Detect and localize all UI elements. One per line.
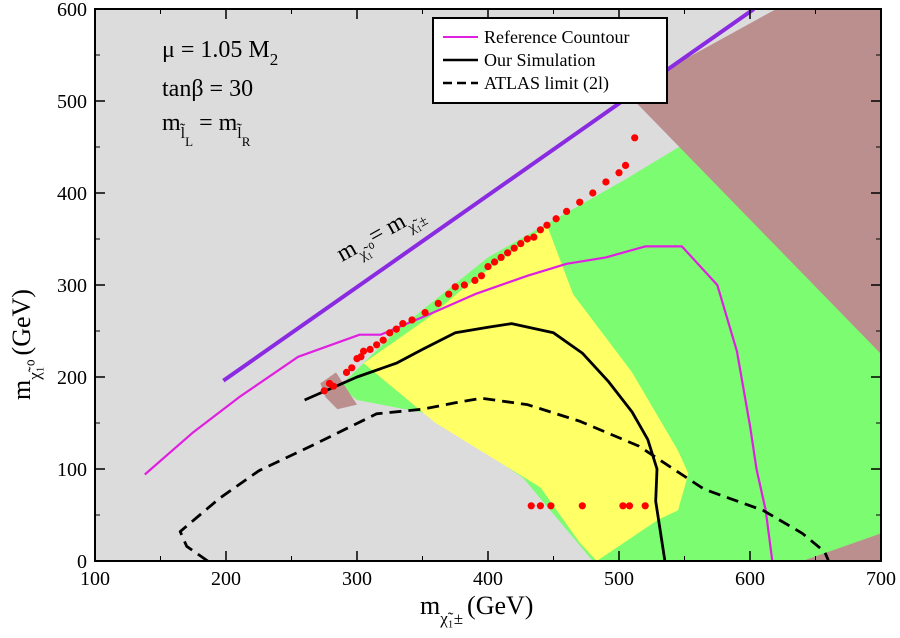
scatter-point	[451, 283, 459, 291]
mu-annotation: μ = 1.05 M2	[162, 37, 278, 69]
scatter-point	[621, 161, 630, 169]
scatter-point	[490, 258, 499, 266]
slepton-mass-annotation: ml̃L = ml̃R	[162, 110, 251, 149]
series-line-our-simulation	[304, 322, 667, 561]
brown-region-bottom	[802, 533, 881, 561]
yellow-region	[363, 225, 689, 561]
y-tick-label: 500	[57, 91, 87, 113]
tanbeta-annotation: tanβ = 30	[162, 76, 253, 102]
scatter-point	[563, 207, 571, 215]
scatter-point	[386, 329, 394, 337]
scatter-point	[523, 235, 531, 243]
scatter-point	[348, 364, 356, 372]
scatter-point	[366, 345, 374, 353]
y-tick-label: 0	[77, 551, 87, 573]
scatter-point	[578, 502, 586, 510]
x-tick-label: 700	[866, 568, 896, 590]
scatter-point	[359, 347, 368, 355]
scatter-point	[434, 299, 442, 307]
scatter-point	[631, 134, 639, 142]
scatter-point	[460, 281, 469, 289]
scatter-point	[392, 325, 400, 333]
scatter-point	[484, 263, 492, 271]
scatter-point	[517, 240, 525, 248]
scatter-point	[530, 233, 538, 241]
scatter-point	[471, 276, 479, 284]
scatter-point	[342, 368, 351, 376]
scatter-point	[399, 320, 407, 328]
x-tick-label: 300	[342, 568, 372, 590]
scatter-point	[619, 502, 627, 510]
x-tick-label: 400	[473, 568, 503, 590]
legend: Reference Countour Our Simulation ATLAS …	[432, 17, 668, 104]
x-tick-label: 200	[211, 568, 241, 590]
scatter-point	[536, 502, 545, 510]
scatter-point	[543, 221, 551, 229]
brown-region-top	[625, 9, 881, 354]
scatter-point	[547, 502, 555, 510]
legend-atlas-label: ATLAS limit (2l)	[484, 73, 609, 94]
scatter-point	[373, 341, 381, 349]
series-line-atlas-limit	[178, 396, 830, 561]
scatter-point	[504, 249, 512, 257]
scatter-point	[477, 272, 486, 280]
scatter-point	[552, 215, 560, 223]
scatter-point	[625, 502, 634, 510]
y-tick-label: 600	[57, 0, 87, 21]
y-axis-title: mχ̃₁⁰(GeV)	[7, 289, 44, 400]
scatter-point	[576, 198, 584, 206]
legend-simulation-label: Our Simulation	[484, 50, 596, 70]
scatter-point	[641, 502, 649, 510]
axis-titles: mχ̃₁± (GeV) mχ̃₁⁰(GeV)	[7, 289, 533, 628]
scatter-point	[602, 178, 610, 186]
scatter-point	[527, 502, 535, 510]
scatter-point	[497, 253, 505, 261]
series-line-reference-contour	[144, 245, 774, 561]
x-axis-title: mχ̃₁± (GeV)	[420, 591, 533, 628]
y-tick-label: 400	[57, 183, 87, 205]
scatter-point	[379, 336, 387, 344]
y-tick-label: 200	[57, 367, 87, 389]
scatter-point	[320, 387, 328, 395]
scatter-point	[357, 353, 365, 361]
y-tick-label: 100	[57, 459, 87, 481]
scatter-point	[536, 226, 545, 234]
scatter-point	[589, 189, 597, 197]
scatter-point	[329, 382, 338, 390]
x-tick-label: 500	[604, 568, 634, 590]
x-tick-label: 600	[735, 568, 765, 590]
legend-reference-label: Reference Countour	[484, 27, 629, 47]
y-tick-label: 300	[57, 275, 87, 297]
scatter-point	[408, 316, 416, 324]
scatter-point	[510, 244, 518, 252]
x-tick-label: 100	[80, 568, 110, 590]
scatter-point	[615, 169, 623, 177]
scatter-point	[445, 290, 453, 298]
scatter-point	[421, 309, 429, 317]
